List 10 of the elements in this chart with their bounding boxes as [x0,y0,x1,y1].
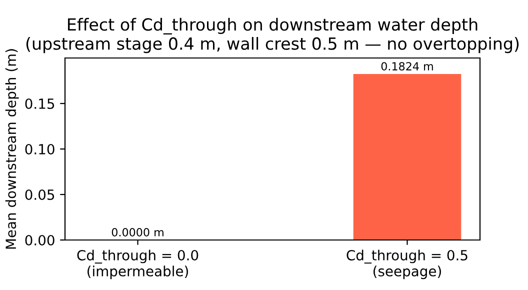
y-axis-title: Mean downstream depth (m) [5,49,19,249]
x-tick-label: Cd_through = 0.0 (impermeable) [77,250,198,280]
data-label: 0.1824 m [381,62,433,70]
chart-title: Effect of Cd_through on downstream water depth (upstream stage 0.4 m, wall crest 0.5 m — no overtopping) [26,18,519,54]
data-label: 0.0000 m [112,228,164,236]
y-tick-label: 0.00 [25,234,54,246]
x-tick-label: Cd_through = 0.5 (seepage) [346,250,468,280]
y-tick-label: 0.05 [25,189,54,200]
y-tick-label: 0.10 [25,144,54,154]
y-tick-label: 0.15 [25,98,54,109]
